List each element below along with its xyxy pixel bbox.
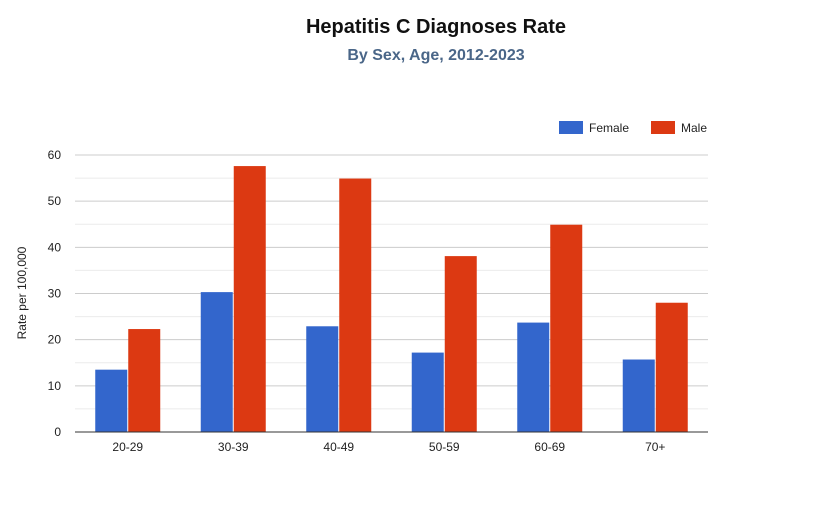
bar-male-50-59 — [444, 256, 477, 432]
chart-title: Hepatitis C Diagnoses Rate — [305, 16, 567, 38]
x-tick-label: 60-69 — [534, 440, 565, 454]
bar-female-70+ — [622, 359, 655, 432]
bar-female-60-69 — [517, 322, 550, 432]
y-tick-label: 30 — [48, 287, 62, 301]
bar-male-60-69 — [550, 224, 583, 432]
x-tick-label: 70+ — [645, 440, 665, 454]
y-tick-label: 0 — [54, 425, 61, 439]
bar-male-30-39 — [233, 166, 266, 432]
bar-female-40-49 — [306, 326, 339, 432]
legend: Female Male — [559, 121, 707, 135]
bar-male-20-29 — [128, 329, 161, 432]
y-tick-label: 40 — [48, 240, 62, 254]
chart-subtitle: By Sex, Age, 2012-2023 — [347, 47, 525, 64]
legend-swatch-male — [651, 121, 675, 134]
legend-swatch-female — [559, 121, 583, 134]
bar-female-50-59 — [411, 352, 444, 432]
legend-label: Male — [681, 121, 707, 135]
y-tick-label: 50 — [48, 194, 62, 208]
legend-label: Female — [589, 121, 629, 135]
y-axis-label: Rate per 100,000 — [15, 246, 29, 339]
grid-lines — [75, 154, 708, 433]
y-tick-label: 10 — [48, 379, 62, 393]
y-tick-label: 20 — [48, 333, 62, 347]
bar-female-20-29 — [95, 369, 128, 432]
x-tick-label: 20-29 — [112, 440, 143, 454]
x-tick-label: 30-39 — [218, 440, 249, 454]
bar-male-70+ — [655, 302, 688, 432]
y-axis: 0 10 20 30 40 50 60 — [48, 148, 62, 439]
y-tick-label: 60 — [48, 148, 62, 162]
bars — [95, 166, 688, 432]
bar-male-40-49 — [339, 178, 372, 432]
x-tick-label: 40-49 — [323, 440, 354, 454]
x-axis: 20-29 30-39 40-49 50-59 60-69 70+ — [75, 431, 708, 454]
bar-female-30-39 — [200, 292, 233, 432]
x-tick-label: 50-59 — [429, 440, 460, 454]
